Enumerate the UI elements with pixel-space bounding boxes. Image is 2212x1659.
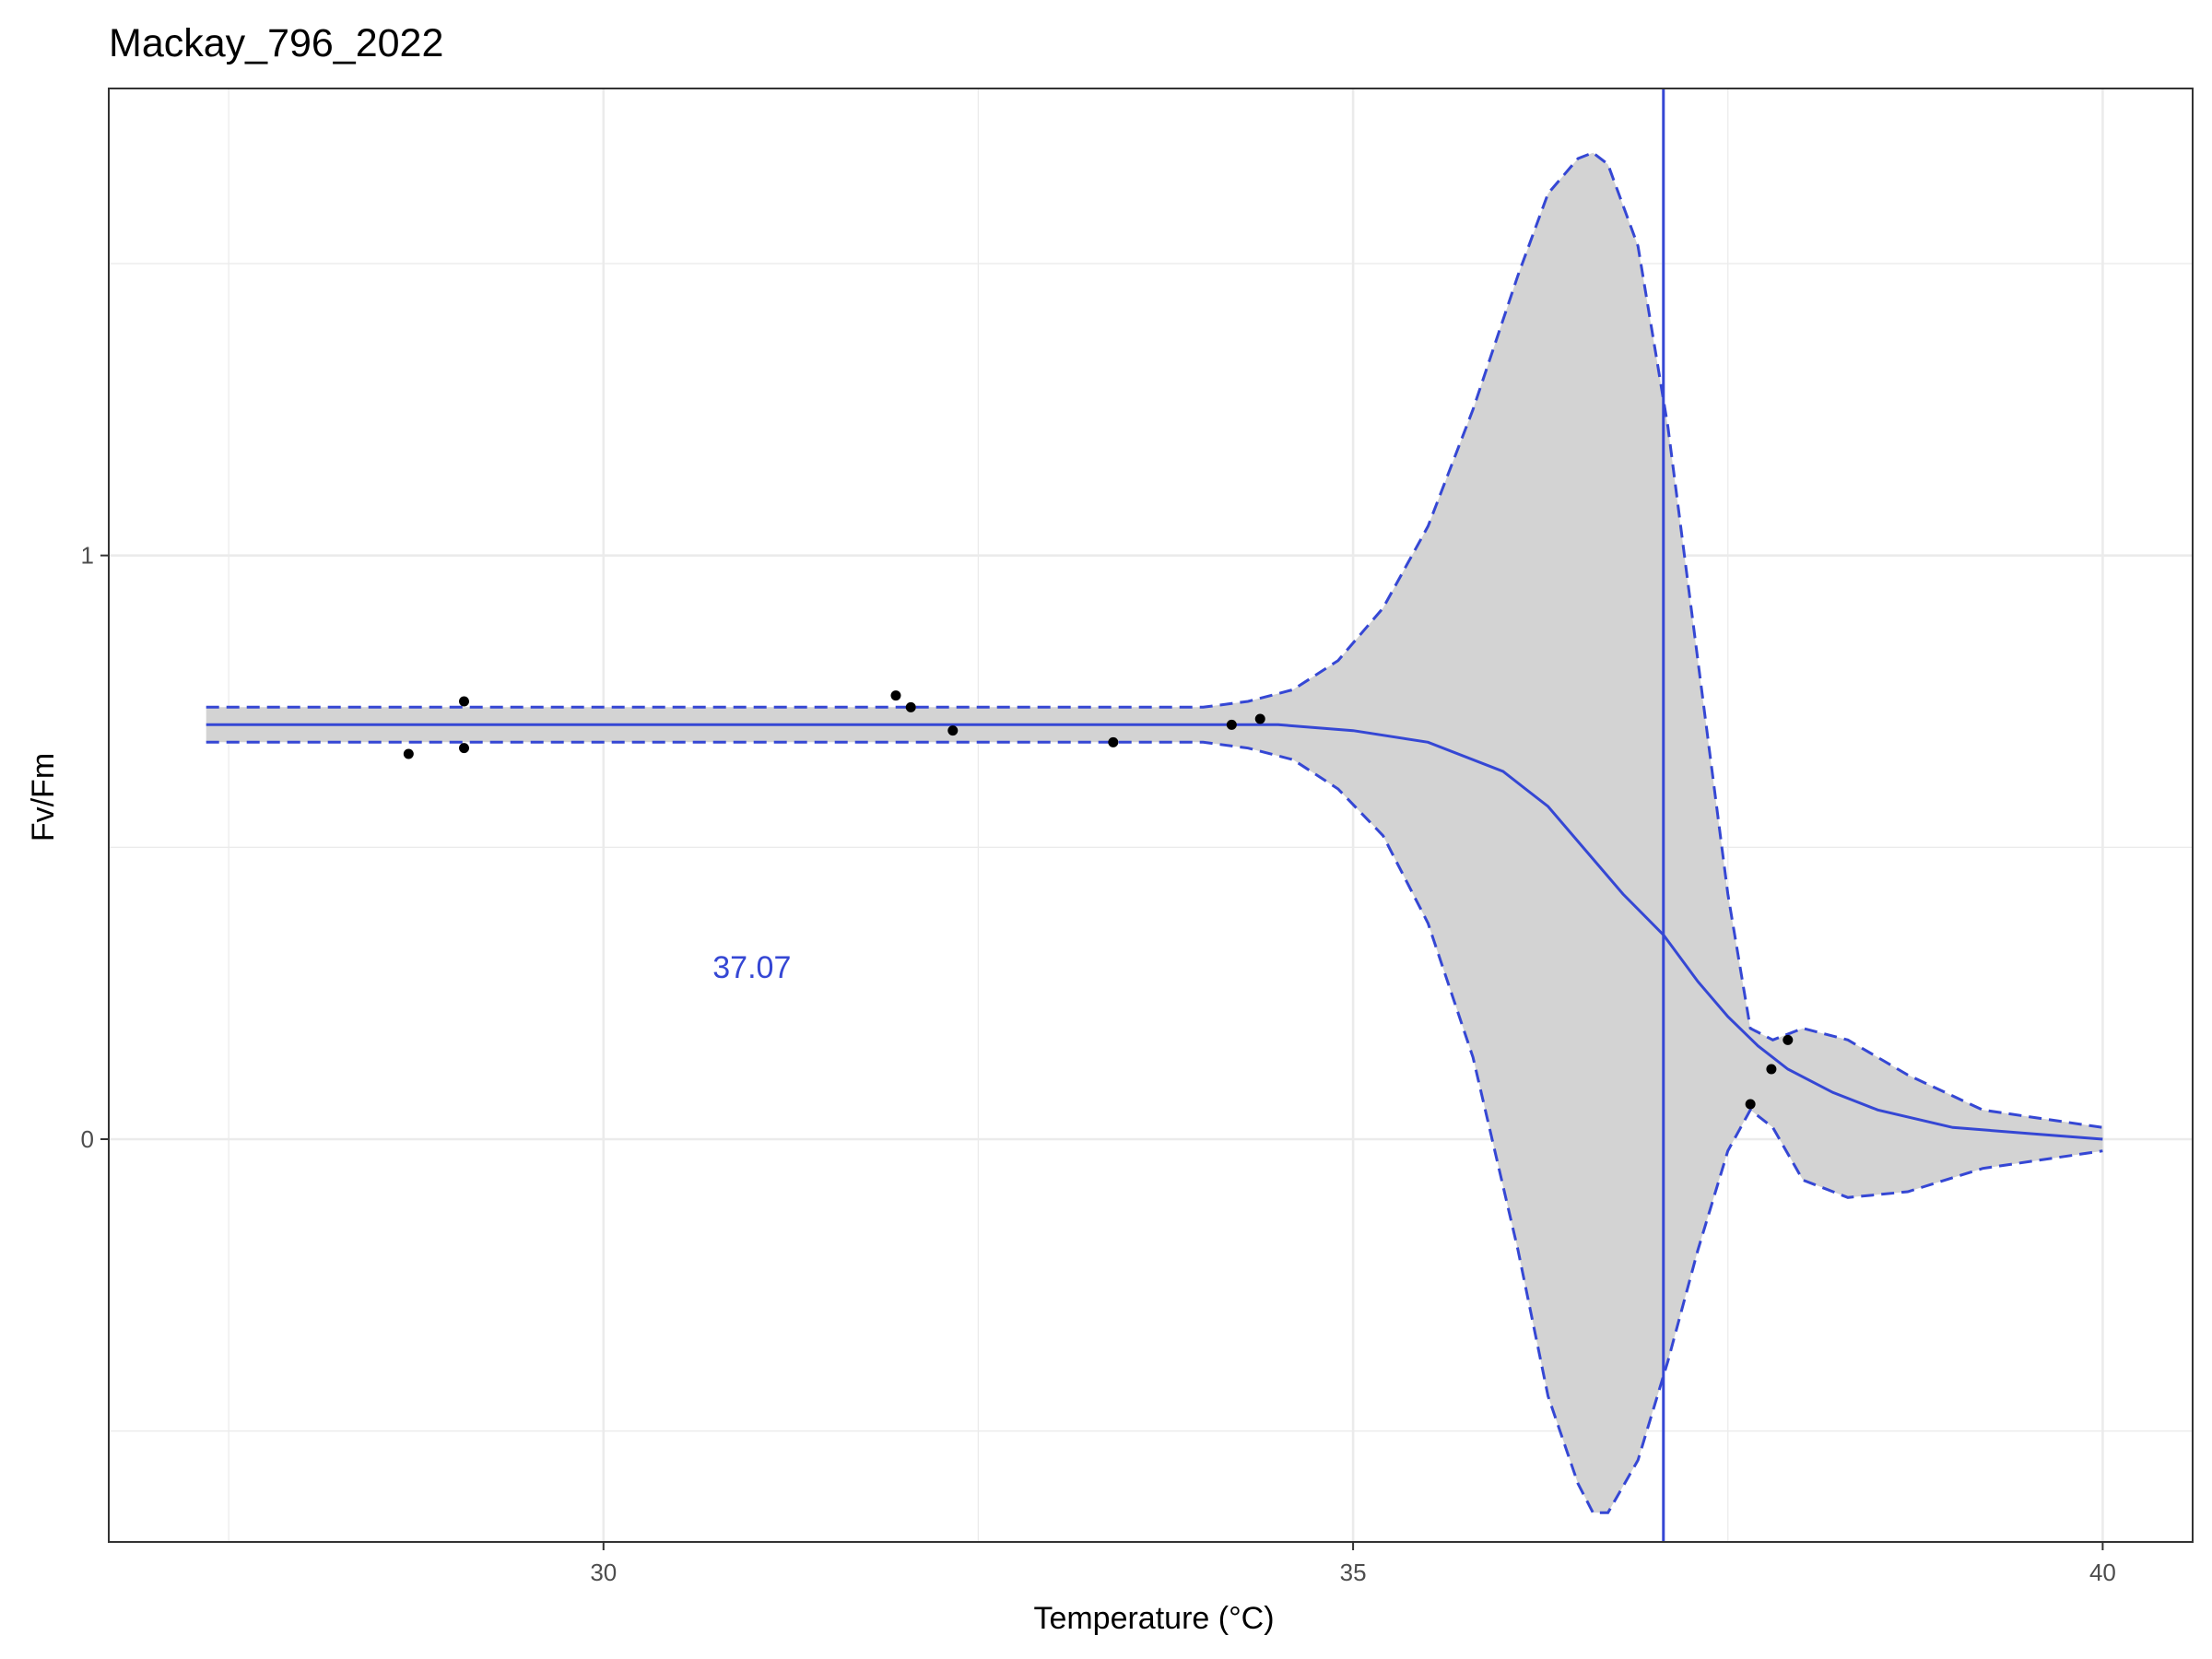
data-point xyxy=(459,696,470,707)
data-point xyxy=(459,743,470,754)
ci-lower-line xyxy=(206,740,2103,1514)
ci-upper-line xyxy=(206,150,2103,1129)
data-point xyxy=(1254,713,1265,724)
chart-title: Mackay_796_2022 xyxy=(109,21,443,65)
y-tick-label: 1 xyxy=(81,542,94,570)
data-point xyxy=(1766,1064,1777,1075)
fit-line-layer xyxy=(206,88,2103,1542)
ci-ribbon-layer xyxy=(206,152,2103,1513)
x-tick-label: 40 xyxy=(2089,1559,2116,1586)
data-point xyxy=(905,701,916,712)
data-point xyxy=(1783,1034,1794,1045)
x-axis-title: Temperature (°C) xyxy=(1033,1601,1274,1636)
data-point xyxy=(890,690,901,701)
threshold-annotation: 37.07 xyxy=(712,950,791,985)
data-point xyxy=(1108,736,1119,747)
grid-layer xyxy=(109,88,2193,1542)
data-points-layer xyxy=(403,690,1794,1110)
data-point xyxy=(1226,719,1237,730)
x-tick-label: 30 xyxy=(590,1559,617,1586)
data-point xyxy=(947,725,959,736)
y-axis-title: Fv/Fm xyxy=(26,753,61,841)
data-point xyxy=(403,748,414,759)
data-point xyxy=(1745,1099,1756,1110)
axis-layer: 30 35 40 0 1 xyxy=(81,542,2116,1586)
panel-border xyxy=(108,88,2194,1543)
x-tick-label: 35 xyxy=(1340,1559,1367,1586)
ci-ribbon xyxy=(206,152,2103,1513)
y-tick-label: 0 xyxy=(81,1125,94,1153)
